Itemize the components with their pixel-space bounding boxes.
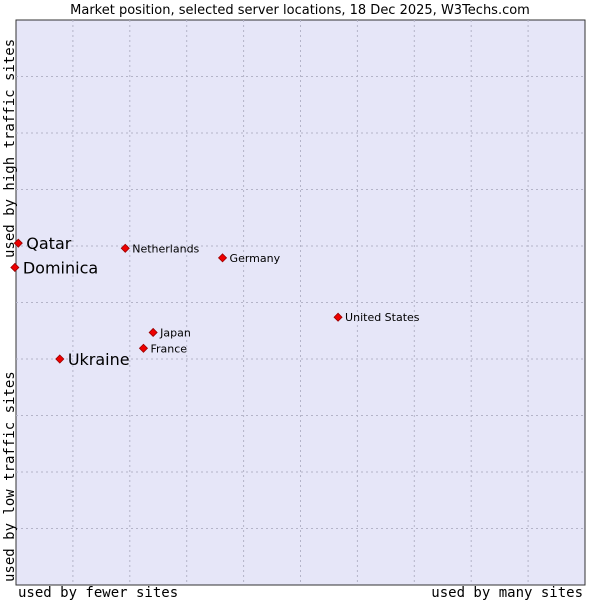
x-axis-label-high: used by many sites — [431, 585, 583, 600]
point-marker-netherlands — [120, 243, 130, 253]
y-axis-label-low: used by low traffic sites — [2, 371, 18, 582]
point-marker-france — [138, 343, 149, 353]
y-axis-label-high: used by high traffic sites — [2, 39, 18, 258]
point-label-united-states: United States — [345, 311, 420, 324]
point-marker-japan — [148, 327, 158, 338]
point-marker-dominica — [10, 262, 20, 273]
x-axis-label-low: used by fewer sites — [18, 585, 178, 600]
chart-title: Market position, selected server locatio… — [70, 3, 530, 18]
point-marker-ukraine — [55, 354, 65, 364]
point-marker-qatar — [13, 238, 23, 248]
point-marker-united-states — [333, 312, 343, 322]
data-points: Qatar Dominica Ukraine Netherlands Germany Un… — [10, 234, 420, 369]
point-label-germany: Germany — [230, 252, 281, 265]
point-marker-germany — [217, 253, 228, 263]
grid-lines — [16, 20, 585, 585]
point-label-dominica: Dominica — [23, 258, 98, 277]
point-label-japan: Japan — [159, 326, 191, 339]
point-label-netherlands: Netherlands — [132, 242, 199, 255]
point-label-qatar: Qatar — [26, 234, 71, 253]
point-label-ukraine: Ukraine — [68, 350, 130, 369]
point-label-france: France — [150, 342, 187, 355]
